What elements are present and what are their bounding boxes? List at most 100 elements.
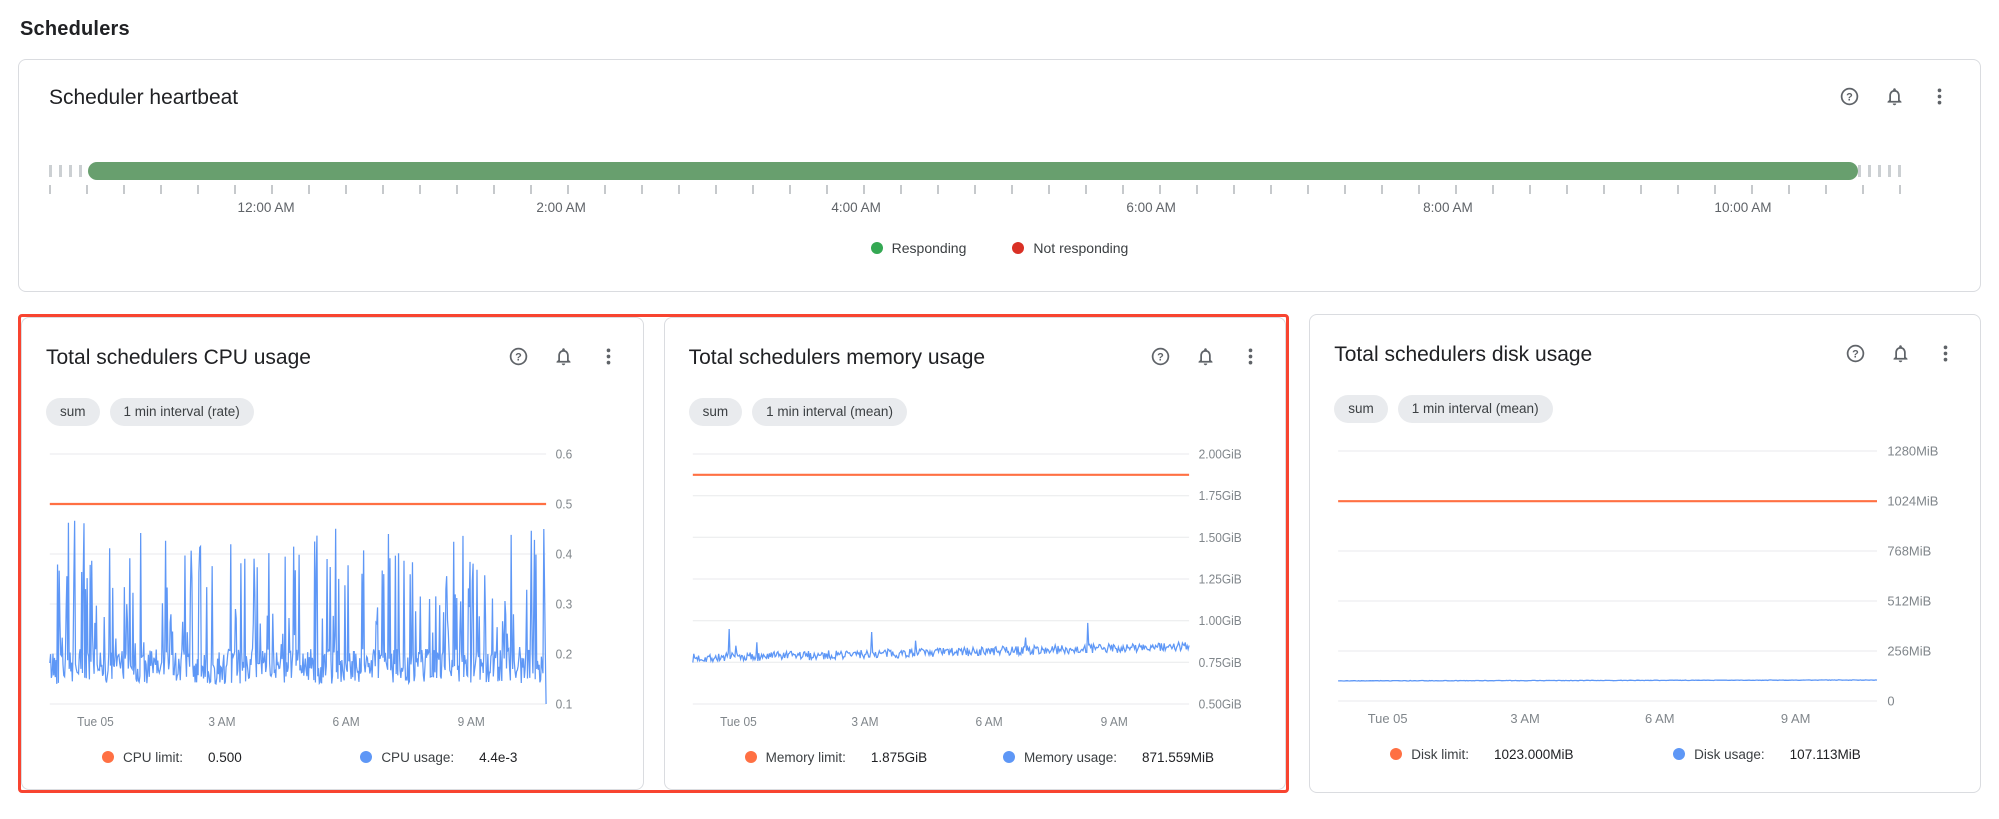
alerts-icon[interactable] [1884,86,1905,107]
more-options-icon[interactable] [1929,86,1950,107]
y-tick-label: 0.50GiB [1198,697,1241,711]
alerts-icon[interactable] [553,346,574,367]
help-icon[interactable]: ? [1845,343,1866,364]
x-tick-label: 9 AM [458,714,485,728]
alignment-chip[interactable]: 1 min interval (mean) [752,398,907,426]
more-options-icon[interactable] [598,346,619,367]
y-tick-label: 1.75GiB [1198,488,1241,502]
disk-chart-title: Total schedulers disk usage [1334,343,1593,366]
time-label: 2:00 AM [536,200,586,215]
cpu-usage-value: 4.4e-3 [479,749,518,765]
memory-usage-label: Memory usage: [1023,749,1117,765]
alignment-chip[interactable]: 1 min interval (mean) [1397,395,1553,423]
svg-text:?: ? [1846,91,1853,103]
cpu-usage-chart[interactable]: 0.6 0.5 0.4 0.3 0.2 0.1 Tue 05 3 AM 6 AM 9 AM [46,440,619,738]
cpu-limit-value: 0.500 [208,749,242,765]
time-label: 12:00 AM [237,200,295,215]
x-tick-label: 9 AM [1100,714,1127,728]
memory-usage-legend[interactable]: Memory usage: 871.559MiB [1002,749,1261,765]
x-tick-label: 3 AM [1511,711,1540,726]
chart-card-memory: Total schedulers memory usage ? sum 1 mi… [663,317,1287,790]
cpu-usage-legend[interactable]: CPU usage: 4.4e-3 [360,750,618,765]
y-tick-label: 1280MiB [1888,443,1939,458]
x-tick-label: 6 AM [975,714,1002,728]
y-tick-label: 1024MiB [1888,493,1939,508]
y-tick-label: 2.00GiB [1198,447,1241,461]
incident-highlight-box: Total schedulers CPU usage ? sum 1 min i… [18,314,1290,793]
memory-limit-value: 1.875GiB [870,749,928,765]
x-tick-label: 3 AM [851,714,878,728]
usage-dot-icon [1673,748,1686,760]
more-options-icon[interactable] [1935,343,1956,364]
x-tick-label: Tue 05 [1368,711,1408,726]
disk-usage-chart[interactable]: 1280MiB 1024MiB 768MiB 512MiB 256MiB 0 Tue 05 3… [1334,437,1956,735]
disk-card-icons: ? [1845,341,1956,364]
y-tick-label: 0.75GiB [1198,655,1241,669]
usage-dot-icon [360,751,373,763]
heartbeat-card-title: Scheduler heartbeat [49,86,239,109]
time-label: 6:00 AM [1126,200,1176,215]
y-tick-label: 0.2 [556,647,573,661]
heartbeat-time-labels: 12:00 AM 2:00 AM 4:00 AM 6:00 AM 8:00 AM 10:0… [49,200,1904,220]
page-title: Schedulers [20,18,130,40]
limit-dot-icon [1390,748,1403,760]
aggregation-chip[interactable]: sum [1334,395,1388,423]
legend-responding[interactable]: Responding [870,240,966,256]
alignment-chip[interactable]: 1 min interval (rate) [109,398,254,426]
y-tick-label: 0.6 [556,447,573,461]
y-tick-label: 0.3 [556,597,573,611]
help-icon[interactable]: ? [508,346,529,367]
heartbeat-bar[interactable] [87,162,1858,180]
help-icon[interactable]: ? [1150,346,1171,367]
heartbeat-minor-ticks [49,185,1905,194]
y-tick-label: 256MiB [1888,643,1932,658]
aggregation-chip[interactable]: sum [46,398,100,426]
limit-dot-icon [744,751,757,763]
not-responding-dot-icon [1012,242,1025,254]
y-tick-label: 1.00GiB [1198,613,1241,627]
limit-dot-icon [102,751,114,763]
memory-usage-value: 871.559MiB [1141,749,1215,765]
cpu-card-icons: ? [508,344,619,367]
usage-dot-icon [1002,751,1015,763]
y-tick-label: 0 [1888,693,1895,708]
cpu-usage-label: CPU usage: [381,749,455,765]
alerts-icon[interactable] [1890,343,1911,364]
memory-limit-legend[interactable]: Memory limit: 1.875GiB [744,749,1003,765]
no-data-hatch-left [49,165,88,177]
disk-limit-label: Disk limit: [1411,746,1469,762]
heartbeat-card: Scheduler heartbeat ? 12:00 AM 2:00 AM 4:0… [18,59,1981,292]
svg-text:?: ? [1157,351,1164,363]
x-tick-label: 9 AM [1781,711,1810,726]
memory-usage-chart[interactable]: 2.00GiB 1.75GiB 1.50GiB 1.25GiB 1.00GiB 0.75G… [689,440,1262,738]
charts-row: Total schedulers CPU usage ? sum 1 min i… [18,314,1981,793]
usage-line [1338,678,1878,682]
alerts-icon[interactable] [1195,346,1216,367]
y-tick-label: 0.5 [556,497,573,511]
disk-limit-legend[interactable]: Disk limit: 1023.000MiB [1390,747,1673,762]
time-label: 8:00 AM [1423,200,1473,215]
cpu-chart-legend: CPU limit: 0.500 CPU usage: 4.4e-3 [46,750,619,765]
cpu-limit-legend[interactable]: CPU limit: 0.500 [102,750,360,765]
svg-text:?: ? [1852,348,1859,360]
legend-not-responding[interactable]: Not responding [1012,240,1128,256]
heartbeat-legend: Responding Not responding [49,240,1950,256]
x-tick-label: Tue 05 [77,714,114,728]
disk-usage-label: Disk usage: [1694,746,1765,762]
usage-line [49,520,547,704]
cpu-chart-title: Total schedulers CPU usage [46,346,311,369]
disk-usage-legend[interactable]: Disk usage: 107.113MiB [1673,747,1956,762]
aggregation-chip[interactable]: sum [688,398,743,426]
y-tick-label: 1.50GiB [1198,530,1241,544]
chart-card-disk: Total schedulers disk usage ? sum 1 min … [1309,314,1981,793]
disk-usage-value: 107.113MiB [1789,746,1861,762]
help-icon[interactable]: ? [1839,86,1860,107]
memory-limit-label: Memory limit: [765,749,846,765]
legend-not-responding-label: Not responding [1033,240,1129,256]
heartbeat-timeline[interactable]: 12:00 AM 2:00 AM 4:00 AM 6:00 AM 8:00 AM 10:0… [49,162,1905,220]
more-options-icon[interactable] [1240,346,1261,367]
y-tick-label: 0.4 [556,547,573,561]
cpu-limit-label: CPU limit: [123,749,183,765]
disk-chart-legend: Disk limit: 1023.000MiB Disk usage: 107.… [1334,747,1956,762]
heartbeat-card-icons: ? [1839,84,1950,107]
